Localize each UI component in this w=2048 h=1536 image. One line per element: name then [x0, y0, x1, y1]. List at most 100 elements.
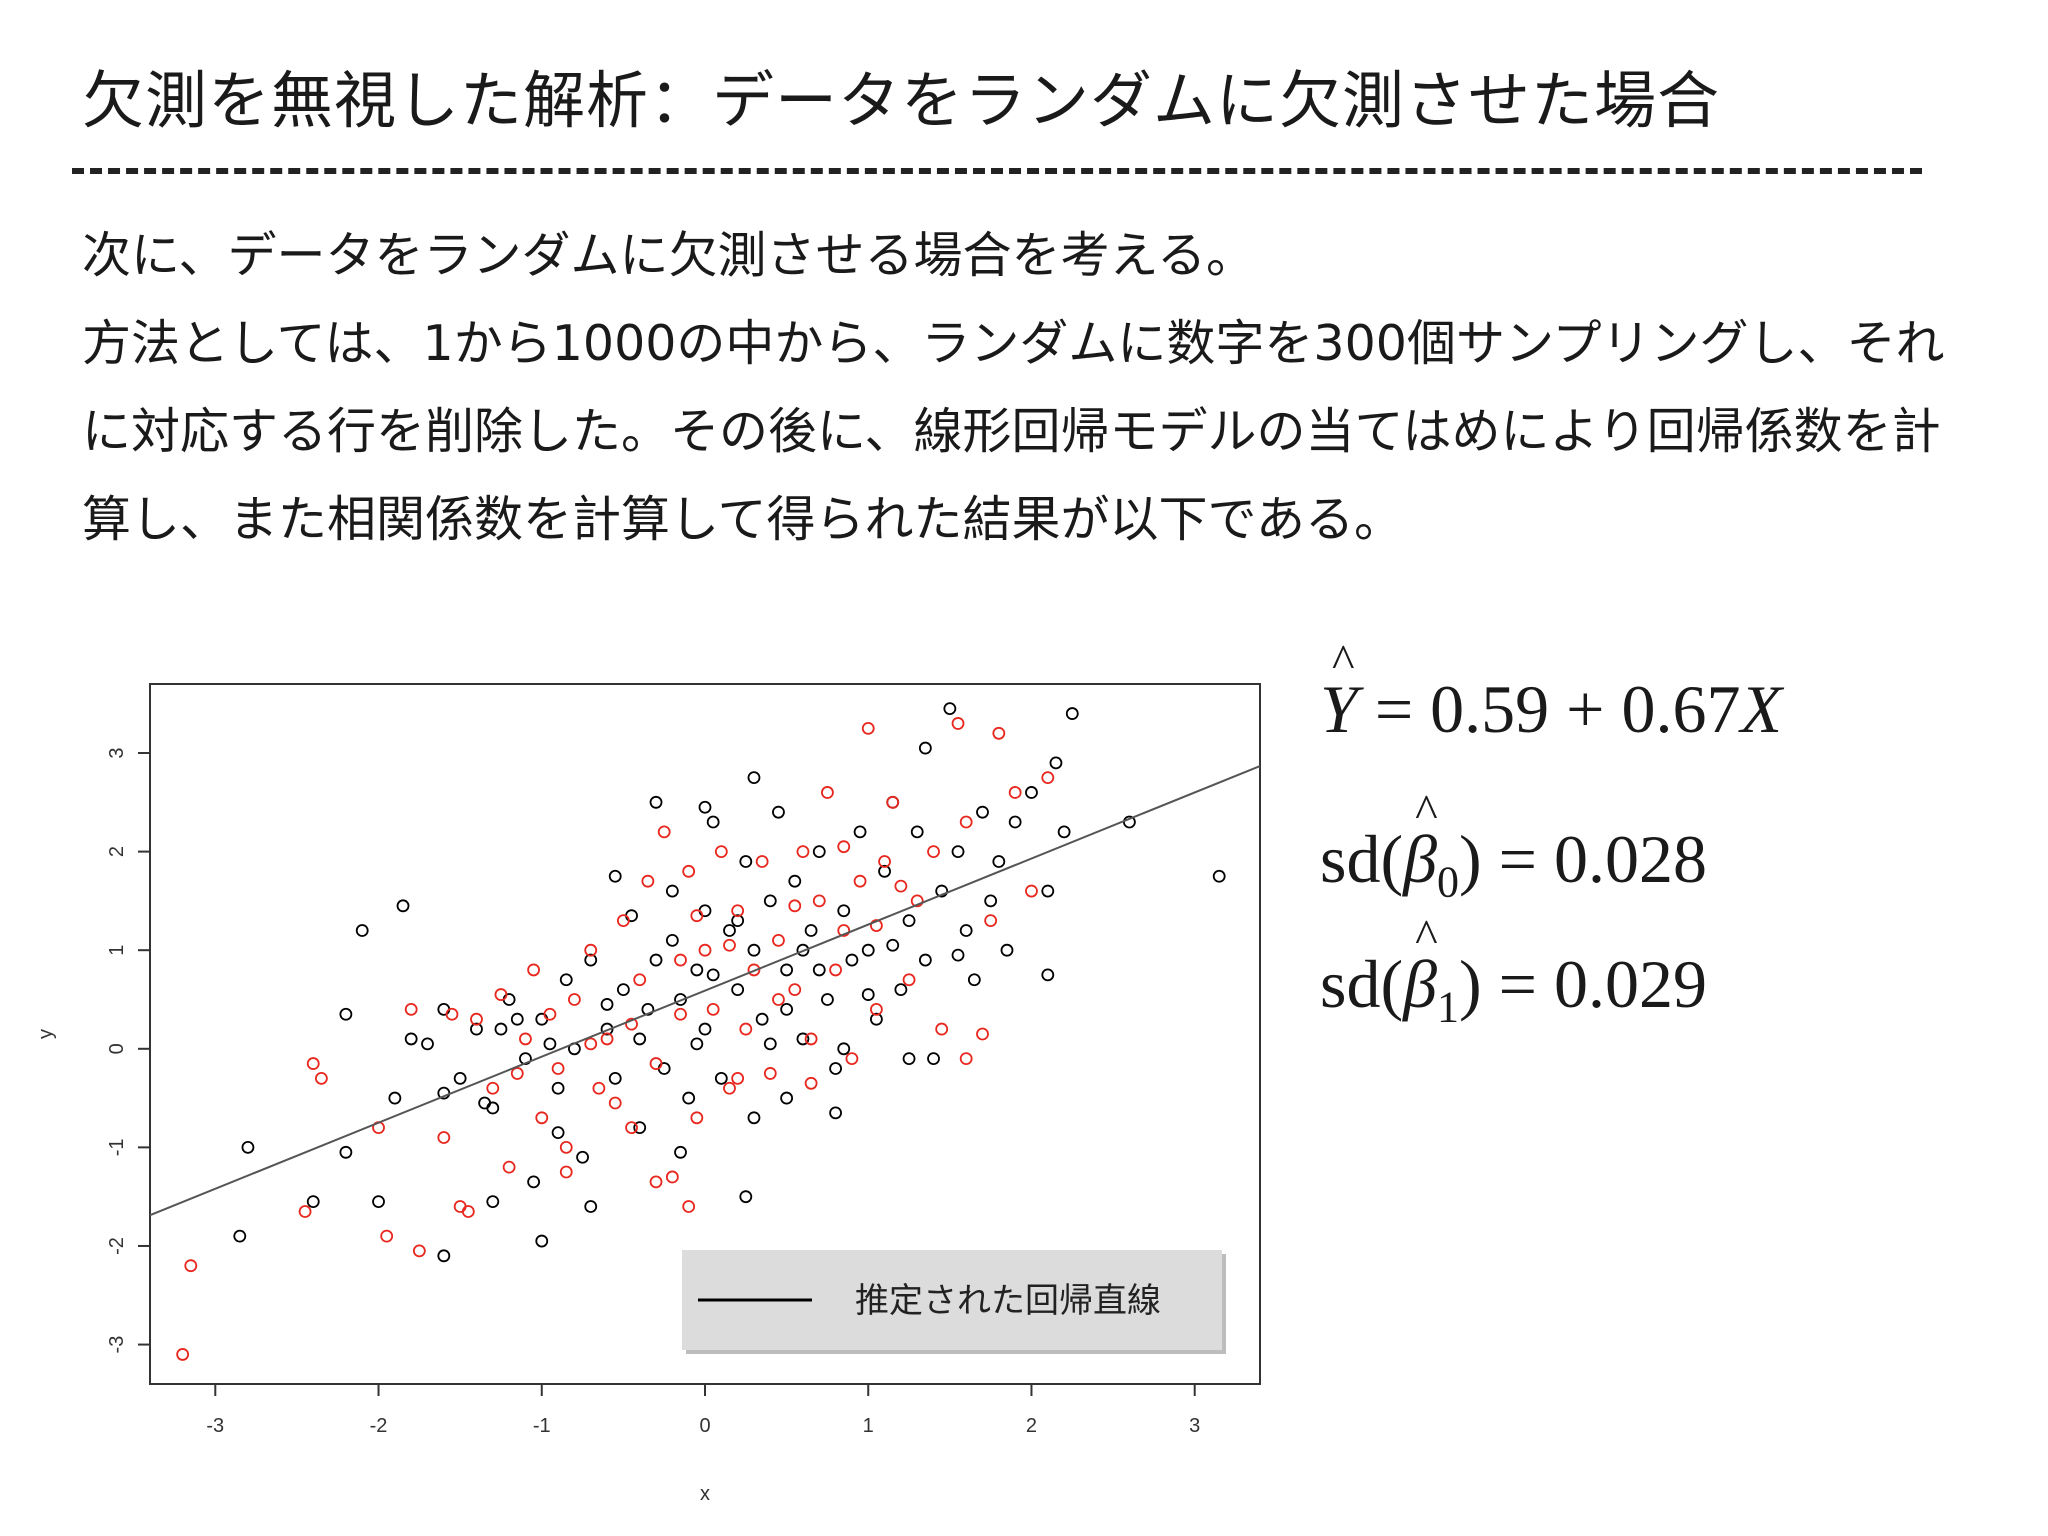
scatter-point: [551, 1126, 565, 1139]
x-tick-label: -2: [370, 1415, 388, 1437]
x-tick-label: 3: [1189, 1415, 1200, 1437]
scatter-point: [731, 1071, 745, 1085]
scatter-point: [674, 953, 687, 967]
body-paragraph-1: 次に、データをランダムに欠測させる場合を考える。: [82, 227, 1256, 284]
x-tick-label: 2: [1026, 1415, 1037, 1437]
scatter-point: [739, 1022, 753, 1036]
scatter-point: [543, 1037, 557, 1051]
scatter-point: [1025, 786, 1038, 799]
scatter-point: [739, 855, 753, 868]
scatter-point: [445, 1007, 459, 1021]
scatter-point: [780, 1002, 794, 1016]
scatter-point: [633, 973, 647, 987]
scatter-point: [845, 1052, 859, 1066]
scatter-point: [543, 1007, 557, 1021]
scatter-point: [1041, 771, 1055, 785]
scatter-point: [437, 1249, 451, 1263]
scatter-point: [682, 864, 696, 878]
scatter-point: [959, 924, 973, 937]
scatter-point: [412, 1244, 426, 1258]
scatter-point: [453, 1071, 467, 1085]
sd-beta0-lhs: sd(: [1320, 821, 1404, 897]
scatter-point: [559, 1140, 573, 1154]
scatter-point: [723, 938, 736, 952]
sd-beta0-rhs: ) = 0.028: [1458, 821, 1707, 897]
scatter-point: [869, 919, 883, 932]
scatter-point: [674, 1145, 687, 1159]
scatter-point: [690, 963, 704, 977]
scatter-point: [804, 924, 818, 937]
scatter-point: [339, 1007, 353, 1021]
regression-rhs: = 0.59 + 0.67: [1374, 671, 1741, 747]
scatter-point: [649, 795, 663, 809]
scatter-point: [959, 815, 973, 829]
scatter-point: [714, 1071, 728, 1085]
scatter-point: [380, 1229, 394, 1243]
scatter-point: [625, 1017, 638, 1031]
scatter-point: [959, 1052, 973, 1066]
scatter-point: [339, 1145, 353, 1159]
scatter-point: [535, 1234, 549, 1248]
scatter-point: [527, 963, 541, 977]
scatter-point: [861, 988, 875, 1001]
scatter-point: [176, 1348, 190, 1361]
scatter-point: [706, 815, 720, 829]
scatter-point: [796, 943, 810, 957]
scatter-point: [421, 1037, 434, 1051]
scatter-point: [763, 894, 777, 908]
scatter-point: [967, 973, 981, 987]
scatter-point: [821, 786, 834, 799]
scatter-point: [494, 1022, 508, 1036]
beta0-subscript: 0: [1436, 857, 1459, 907]
y-tick-label: -3: [106, 1336, 128, 1354]
scatter-point: [1000, 943, 1014, 957]
scatter-point: [747, 771, 761, 785]
scatter-point: [812, 894, 826, 908]
scatter-point: [584, 1037, 598, 1051]
x-tick-label: 0: [699, 1415, 710, 1437]
slide-title: 欠測を無視した解析：データをランダムに欠測させた場合: [82, 64, 1721, 137]
scatter-point: [559, 973, 573, 987]
x-variable: X: [1740, 671, 1783, 747]
scatter-point: [608, 1071, 622, 1085]
scatter-point: [674, 1007, 687, 1021]
scatter-point: [829, 963, 842, 977]
scatter-point: [796, 845, 810, 859]
scatter-point: [682, 1200, 696, 1213]
scatter-point: [584, 1200, 598, 1213]
scatter-point: [714, 845, 728, 859]
scatter-point: [951, 845, 965, 859]
scatter-point: [788, 874, 802, 888]
regression-line: [149, 765, 1261, 1217]
scatter-point: [763, 1067, 777, 1080]
scatter-point: [829, 1062, 842, 1075]
scatter-point: [837, 840, 851, 854]
scatter-point: [608, 869, 622, 883]
scatter-point: [641, 1002, 655, 1016]
scatter-point: [486, 1081, 500, 1095]
scatter-point: [837, 904, 851, 918]
data-points: [176, 702, 1226, 1361]
scatter-point: [1212, 869, 1226, 883]
scatter-point: [772, 805, 785, 819]
scatter-point: [763, 1037, 777, 1051]
scatter-point: [739, 1190, 753, 1204]
scatter-point: [731, 914, 745, 928]
scatter-point: [314, 1071, 328, 1085]
scatter-point: [706, 968, 720, 982]
scatter-point: [698, 1022, 712, 1036]
scatter-point: [976, 1027, 989, 1041]
scatter-point: [241, 1140, 255, 1154]
scatter-point: [559, 1165, 573, 1179]
scatter-point: [747, 1111, 761, 1125]
scatter-point: [657, 825, 671, 839]
scatter-point: [894, 879, 908, 893]
scatter-point: [576, 1150, 589, 1164]
scatter-point: [233, 1229, 247, 1243]
scatter-point: [976, 805, 989, 819]
scatter-point: [1049, 756, 1063, 770]
scatter-point: [437, 1131, 451, 1144]
scatter-point: [731, 904, 745, 918]
scatter-point: [731, 983, 745, 997]
scatter-point: [388, 1091, 402, 1105]
